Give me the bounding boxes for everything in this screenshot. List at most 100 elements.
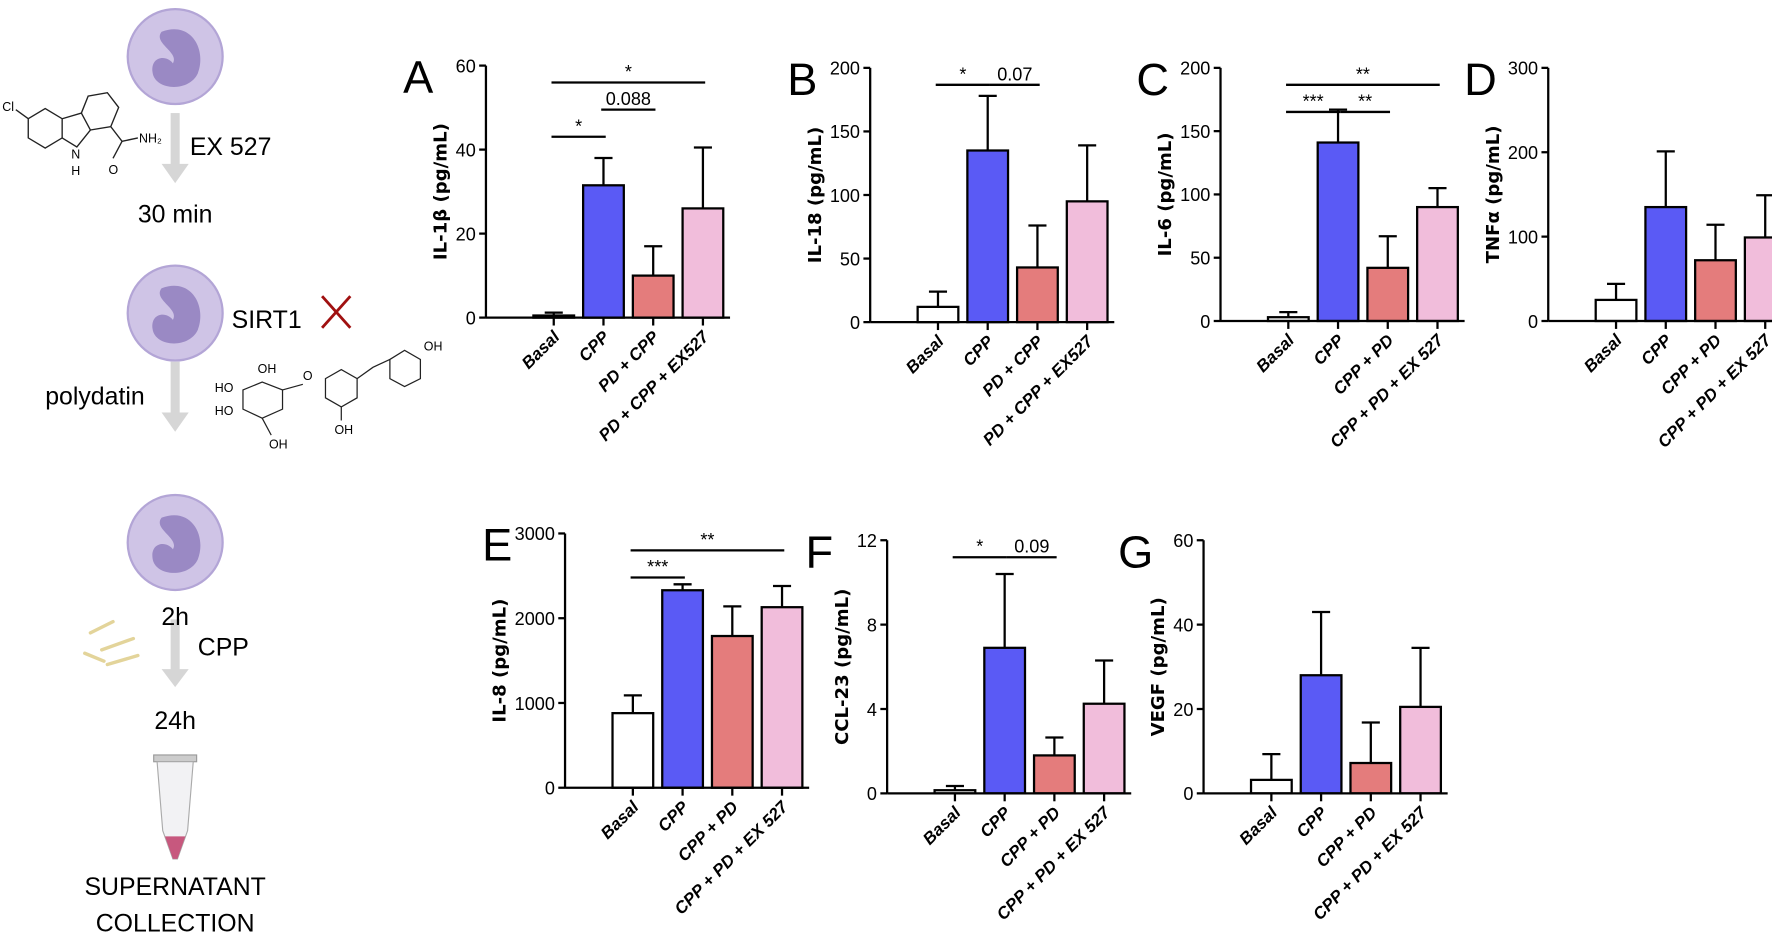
atom-oh: OH [335, 423, 354, 437]
bar-cpp-pd-ex-527 [1743, 236, 1772, 323]
y-tick-label: 2000 [515, 609, 555, 629]
panel-letter: D [1464, 54, 1497, 105]
x-tick-label: CPP [976, 803, 1015, 842]
bar-cpp-pd-ex-527 [1399, 705, 1443, 795]
panel-letter: G [1118, 526, 1153, 577]
x-tick-label: Basal [597, 797, 643, 843]
x-tick-label: CPP [1293, 803, 1332, 842]
polydatin-label: polydatin [45, 383, 145, 411]
y-tick-label: 3000 [515, 524, 555, 544]
y-tick-label: 150 [830, 122, 860, 142]
bar-cpp-pd-ex-527 [1082, 702, 1126, 795]
x-tick-label: CPP [1637, 330, 1676, 369]
x-tick-label: Basal [518, 327, 564, 373]
bar-cpp [582, 184, 625, 319]
y-tick-label: 150 [1180, 122, 1210, 142]
down-arrow-icon [161, 619, 189, 688]
atom-ho: HO [215, 381, 234, 395]
significance-label: * [976, 537, 983, 557]
bar-cpp [966, 149, 1010, 324]
time-2h-label: 2h [161, 603, 189, 631]
significance-label: ** [1356, 64, 1370, 84]
atom-o: O [303, 369, 313, 383]
x-tick-label: CPP [654, 797, 693, 836]
y-tick-label: 100 [1508, 227, 1538, 247]
y-tick-label: 100 [1180, 185, 1210, 205]
y-axis-label: TNFα (pg/mL) [1483, 125, 1504, 263]
time-24h-label: 24h [154, 707, 195, 735]
y-tick-label: 200 [830, 59, 860, 79]
y-tick-label: 1000 [515, 694, 555, 714]
y-tick-label: 0 [1183, 784, 1193, 804]
ex527-label: EX 527 [190, 133, 272, 161]
workflow-diagram: EX 527 30 min SIRT1 polydatin 2h CPP 24h… [2, 7, 442, 937]
y-tick-label: 40 [456, 140, 476, 160]
bar-pd-cpp [1015, 266, 1059, 324]
atom-ho: HO [215, 404, 234, 418]
bar-pd-cpp [631, 274, 675, 319]
bar-pd-cpp-ex527 [681, 207, 725, 319]
panel-letter: E [482, 520, 512, 571]
significance-label: ** [1358, 91, 1372, 111]
atom-oh: OH [269, 438, 288, 452]
y-tick-label: 12 [857, 531, 877, 551]
y-tick-label: 20 [456, 224, 476, 244]
bar-basal [1249, 778, 1293, 795]
bar-cpp-pd [1366, 266, 1410, 323]
bar-cpp-pd [1032, 754, 1076, 795]
y-tick-label: 8 [867, 615, 877, 635]
supernatant-label: SUPERNATANT [84, 873, 265, 901]
panel-letter: F [806, 526, 834, 577]
atom-cl: Cl [2, 100, 14, 114]
significance-label: 0.088 [606, 89, 651, 109]
bar-cpp-pd [1349, 761, 1393, 795]
ex527-structure-icon [15, 91, 139, 159]
y-axis-label: CCL-23 (pg/mL) [832, 589, 853, 745]
bar-basal [611, 712, 655, 789]
atom-n: N [71, 147, 80, 161]
significance-label: 0.07 [997, 64, 1032, 84]
y-tick-label: 0 [1200, 312, 1210, 332]
atom-oh: OH [258, 362, 277, 376]
bar-cpp-pd [710, 634, 754, 789]
crystals-icon [83, 619, 140, 667]
x-tick-label: CPP [959, 331, 998, 370]
y-tick-label: 0 [867, 784, 877, 804]
atom-nh2: NH₂ [139, 131, 162, 145]
tube-icon [153, 754, 198, 860]
y-tick-label: 200 [1508, 143, 1538, 163]
significance-label: *** [1303, 91, 1324, 111]
bar-cpp-pd [1694, 259, 1737, 323]
y-axis-label: IL-18 (pg/mL) [805, 127, 826, 264]
y-axis-label: VEGF (pg/mL) [1148, 597, 1169, 736]
significance-label: * [625, 62, 632, 82]
bar-pd-cpp-ex527 [1065, 200, 1109, 324]
collection-label: COLLECTION [96, 909, 255, 937]
down-arrow-icon [161, 113, 189, 184]
significance-label: * [959, 64, 966, 84]
x-tick-label: Basal [919, 803, 965, 849]
cpp-label: CPP [198, 634, 249, 662]
significance-label: * [575, 116, 582, 136]
time-30min-label: 30 min [138, 201, 213, 229]
x-tick-label: Basal [1580, 331, 1626, 377]
panel-letter: B [787, 54, 817, 105]
y-axis-label: IL-1β (pg/mL) [431, 123, 452, 260]
neutrophil-cell-icon [126, 264, 224, 362]
y-tick-label: 100 [830, 186, 860, 206]
panel-letter: A [403, 52, 434, 103]
bar-cpp [1644, 205, 1688, 323]
bar-cpp [1299, 674, 1343, 795]
y-tick-label: 4 [867, 700, 877, 720]
y-axis-label: IL-6 (pg/mL) [1155, 132, 1176, 256]
x-tick-label: CPP [1310, 330, 1349, 369]
bar-cpp [661, 589, 705, 789]
